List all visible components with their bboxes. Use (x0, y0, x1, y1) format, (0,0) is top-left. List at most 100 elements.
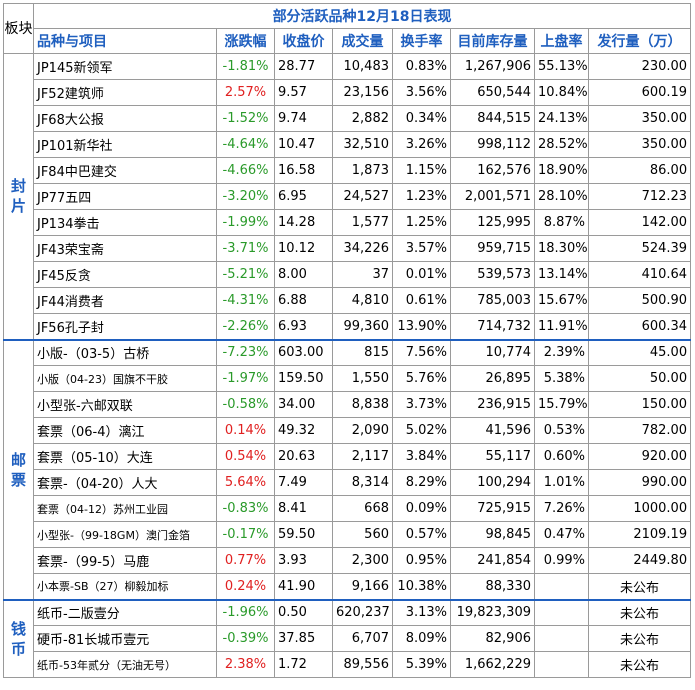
value-cell: 0.24% (216, 573, 275, 600)
value-cell: 37.85 (274, 625, 333, 652)
board-header: 板块 (3, 3, 34, 54)
board-label: 钱币 (3, 598, 34, 678)
value-cell: 10.38% (392, 573, 451, 600)
item-name-cell: JP77五四 (33, 183, 217, 210)
table-row: JF45反贪 -5.21% 8.00 37 0.01% 539,573 13.14% 410.… (4, 261, 692, 288)
item-name-cell: JP101新华社 (33, 131, 217, 158)
value-cell: 10.12 (274, 235, 333, 262)
value-cell: 0.09% (392, 495, 451, 522)
value-cell: 26,895 (450, 365, 535, 392)
value-cell: 844,515 (450, 105, 535, 132)
value-cell: 2109.19 (587, 521, 692, 548)
value-cell: 24,527 (332, 183, 393, 210)
value-cell: 14.28 (274, 209, 333, 236)
value-cell: 88,330 (450, 573, 535, 600)
value-cell: 6,707 (332, 625, 393, 652)
value-cell: 0.54% (216, 443, 275, 470)
value-cell: 668 (332, 495, 393, 522)
table-row: JF52建筑师 2.57% 9.57 23,156 3.56% 650,544 10.84%… (4, 79, 692, 106)
value-cell: 未公布 (587, 598, 692, 626)
value-cell: -0.83% (216, 495, 275, 522)
value-cell: 99,360 (332, 313, 393, 340)
item-name-cell: 小版-（03-5）古桥 (33, 338, 217, 366)
value-cell: 500.90 (587, 287, 692, 314)
value-cell (534, 651, 589, 678)
value-cell: 236,915 (450, 391, 535, 418)
item-name-cell: 硬币-81长城币壹元 (33, 625, 217, 652)
value-cell: 8.29% (392, 469, 451, 496)
item-name-cell: JF84中巴建交 (33, 157, 217, 184)
value-cell: 2.57% (216, 79, 275, 106)
board-label: 邮票 (3, 338, 34, 600)
value-cell: 150.00 (587, 391, 692, 418)
table-row: 套票（05-10）大连 0.54% 20.63 2,117 3.84% 55,117 0.6… (4, 443, 692, 470)
value-cell: 0.99% (534, 547, 589, 574)
value-cell: 1,267,906 (450, 53, 535, 80)
item-name-cell: 小本票-SB（27）柳毅加标 (33, 573, 217, 600)
value-cell: 15.79% (534, 391, 589, 418)
value-cell: 159.50 (274, 365, 333, 392)
value-cell: 5.38% (534, 365, 589, 392)
value-cell: 8.41 (274, 495, 333, 522)
table-row: JF56孔子封 -2.26% 6.93 99,360 13.90% 714,732 11.9… (4, 313, 692, 340)
value-cell: -4.64% (216, 131, 275, 158)
value-cell: 2,001,571 (450, 183, 535, 210)
value-cell: 815 (332, 338, 393, 366)
value-cell: 230.00 (587, 53, 692, 80)
value-cell: 1.01% (534, 469, 589, 496)
value-cell: 13.90% (392, 313, 451, 340)
item-name-cell: 套票-（99-5）马鹿 (33, 547, 217, 574)
value-cell: 28.77 (274, 53, 333, 80)
value-cell: 23,156 (332, 79, 393, 106)
value-cell: 0.57% (392, 521, 451, 548)
value-cell: 782.00 (587, 417, 692, 444)
value-cell: 19,823,309 (450, 598, 535, 626)
value-cell: 2,882 (332, 105, 393, 132)
value-cell: 18.30% (534, 235, 589, 262)
item-name-cell: 套票（06-4）漓江 (33, 417, 217, 444)
value-cell: 0.14% (216, 417, 275, 444)
value-cell: 3.57% (392, 235, 451, 262)
item-name-cell: JF43荣宝斋 (33, 235, 217, 262)
value-cell: 600.19 (587, 79, 692, 106)
value-cell: 3.26% (392, 131, 451, 158)
table-row: 小型张-（99-18GM）澳门金箔 -0.17% 59.50 560 0.57% 98,8… (4, 521, 692, 548)
value-cell: 712.23 (587, 183, 692, 210)
value-cell: 未公布 (587, 651, 692, 678)
value-cell: 714,732 (450, 313, 535, 340)
value-cell: 8.00 (274, 261, 333, 288)
value-cell: 650,544 (450, 79, 535, 106)
value-cell: 86.00 (587, 157, 692, 184)
header-cell: 收盘价 (274, 28, 333, 54)
table-row: 小本票-SB（27）柳毅加标 0.24% 41.90 9,166 10.38% 88,33… (4, 573, 692, 600)
value-cell: 41,596 (450, 417, 535, 444)
value-cell: -3.71% (216, 235, 275, 262)
value-cell: 2,117 (332, 443, 393, 470)
value-cell: 7.49 (274, 469, 333, 496)
value-cell: 8.87% (534, 209, 589, 236)
value-cell: 1.23% (392, 183, 451, 210)
table-row: JP134拳击 -1.99% 14.28 1,577 1.25% 125,995 8.87%… (4, 209, 692, 236)
value-cell: 998,112 (450, 131, 535, 158)
value-cell: 603.00 (274, 338, 333, 366)
value-cell: 8.09% (392, 625, 451, 652)
value-cell: 959,715 (450, 235, 535, 262)
value-cell: 5.39% (392, 651, 451, 678)
table-row: 小版（04-23）国旗不干胶 -1.97% 159.50 1,550 5.76% 26,8… (4, 365, 692, 392)
value-cell: 1000.00 (587, 495, 692, 522)
value-cell: 3.93 (274, 547, 333, 574)
item-name-cell: JP145新领军 (33, 53, 217, 80)
value-cell: 3.84% (392, 443, 451, 470)
value-cell: -4.31% (216, 287, 275, 314)
value-cell: 0.01% (392, 261, 451, 288)
item-name-cell: JF68大公报 (33, 105, 217, 132)
value-cell: 162,576 (450, 157, 535, 184)
value-cell (534, 573, 589, 600)
value-cell: 560 (332, 521, 393, 548)
value-cell: 241,854 (450, 547, 535, 574)
value-cell: 34.00 (274, 391, 333, 418)
value-cell: 1,577 (332, 209, 393, 236)
table-title: 部分活跃品种12月18日表现 (32, 3, 692, 29)
value-cell: 5.64% (216, 469, 275, 496)
table-row: JF84中巴建交 -4.66% 16.58 1,873 1.15% 162,576 18.9… (4, 157, 692, 184)
